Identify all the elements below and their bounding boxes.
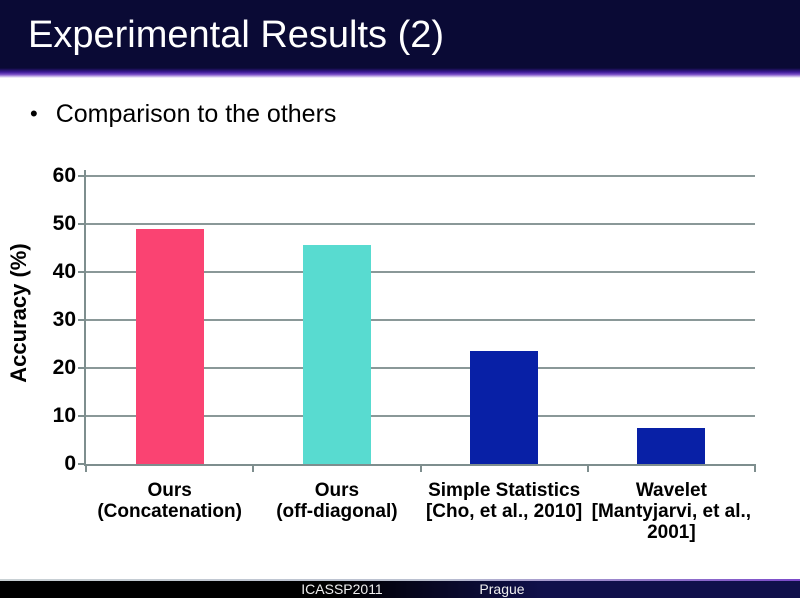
y-tick-30 <box>78 319 86 321</box>
gridline-30 <box>86 319 755 321</box>
y-tick-label-60: 60 <box>52 164 76 187</box>
y-tick-label-40: 40 <box>52 260 76 283</box>
y-tick-60 <box>78 175 86 177</box>
gridline-20 <box>86 367 755 369</box>
category-label-1: Ours (off-diagonal) <box>276 480 398 522</box>
gridline-60 <box>86 175 755 177</box>
y-tick-label-0: 0 <box>64 452 76 475</box>
y-tick-10 <box>78 415 86 417</box>
x-tick-3 <box>586 464 589 472</box>
bullet-row: • Comparison to the others <box>30 98 336 130</box>
slide-title-bar: Experimental Results (2) <box>0 0 800 68</box>
footer-bar: ICASSP2011 Prague <box>0 581 800 598</box>
bar-chart: Accuracy (%) 0 10 20 30 40 50 60 Ours (Concatena… <box>0 150 800 570</box>
footer-accent-line <box>0 579 800 581</box>
x-tick-0 <box>85 464 87 472</box>
x-tick-2 <box>419 464 422 472</box>
footer-conference: ICASSP2011 <box>301 581 383 597</box>
y-axis-line <box>84 170 86 466</box>
bullet-icon: • <box>30 101 38 126</box>
bullet-text: Comparison to the others <box>55 100 337 128</box>
bar-0 <box>135 228 204 464</box>
slide-title: Experimental Results (2) <box>28 14 445 56</box>
x-tick-end <box>754 464 756 472</box>
y-tick-40 <box>78 271 86 273</box>
category-label-3: Wavelet [Mantyjarvi, et al., 2001] <box>591 480 752 543</box>
y-tick-50 <box>78 223 86 225</box>
gridline-10 <box>86 415 755 417</box>
y-tick-label-50: 50 <box>52 212 76 235</box>
bar-1 <box>302 244 371 464</box>
gridline-50 <box>86 223 755 225</box>
bar-3 <box>637 428 706 464</box>
x-tick-1 <box>252 464 255 472</box>
y-tick-label-30: 30 <box>52 308 76 331</box>
category-label-2: Simple Statistics [Cho, et al., 2010] <box>425 480 583 522</box>
y-tick-label-10: 10 <box>52 404 76 427</box>
y-tick-label-20: 20 <box>52 356 76 379</box>
y-tick-0 <box>78 463 86 465</box>
gridline-40 <box>86 271 755 273</box>
bar-2 <box>470 350 539 464</box>
footer-location: Prague <box>479 581 525 597</box>
category-label-0: Ours (Concatenation) <box>97 480 242 522</box>
title-accent-gradient <box>0 68 800 78</box>
y-tick-20 <box>78 367 86 369</box>
